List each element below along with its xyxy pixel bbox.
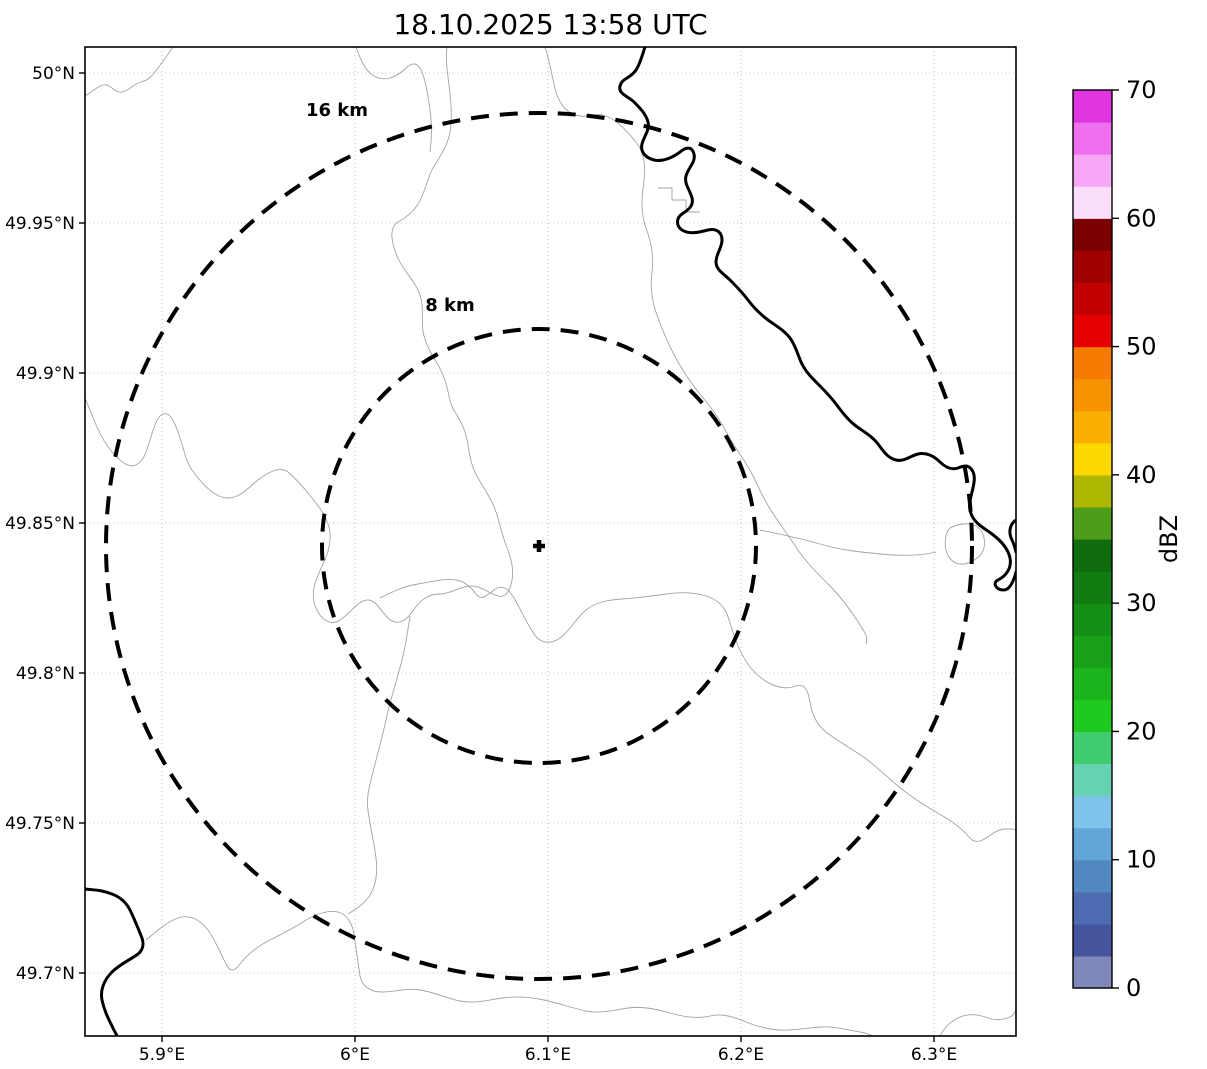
- country-border-line: [85, 887, 145, 1036]
- colorbar-segment: [1073, 635, 1112, 668]
- colorbar-segment: [1073, 603, 1112, 636]
- colorbar-tick-label: 40: [1126, 461, 1157, 489]
- admin-boundary-line: [944, 523, 985, 565]
- admin-boundary-line: [85, 47, 174, 97]
- lon-tick-label: 5.9°E: [139, 1045, 185, 1065]
- gridlines: [85, 47, 1016, 1036]
- range-rings: 16 km 8 km: [104, 100, 974, 981]
- colorbar-tick-label: 70: [1126, 76, 1157, 104]
- admin-boundary-line: [544, 47, 868, 645]
- admin-boundaries: [85, 47, 1016, 1036]
- admin-boundary-line: [658, 187, 700, 213]
- radar-site-marker: [533, 540, 545, 552]
- admin-boundary-line: [379, 579, 1016, 842]
- colorbar-segment: [1073, 410, 1112, 444]
- admin-boundary-line: [85, 47, 514, 623]
- lon-tick-label: 6.3°E: [911, 1045, 957, 1065]
- colorbar-segment: [1073, 90, 1112, 123]
- lat-tick-label: 49.9°N: [16, 364, 75, 384]
- colorbar-segment: [1073, 763, 1112, 797]
- colorbar-tick-label: 10: [1126, 846, 1157, 874]
- colorbar-frame: [1072, 89, 1113, 989]
- country-border-line: [1008, 518, 1016, 554]
- colorbar-segment: [1073, 539, 1112, 572]
- colorbar-segment: [1073, 218, 1112, 251]
- colorbar-segment: [1073, 955, 1112, 989]
- country-border-rivers: [85, 47, 1016, 1036]
- colorbar-segment: [1073, 667, 1112, 700]
- colorbar-segment: [1073, 122, 1112, 155]
- colorbar-segment: [1073, 346, 1112, 380]
- axis-tick-labels: 5.9°E 6°E 6.1°E 6.2°E 6.3°E 50°N 49.95°N 49.9°N…: [5, 64, 957, 1065]
- colorbar-segment: [1073, 378, 1112, 412]
- lat-tick-label: 49.85°N: [5, 514, 75, 534]
- lat-tick-label: 49.8°N: [16, 664, 75, 684]
- map-frame: [84, 46, 1017, 1037]
- lat-tick-label: 49.95°N: [5, 214, 75, 234]
- country-border-line: [618, 47, 1016, 592]
- colorbar-segment: [1073, 282, 1112, 316]
- lon-tick-label: 6°E: [340, 1045, 370, 1065]
- colorbar-segment: [1073, 186, 1112, 219]
- colorbar-segment: [1073, 731, 1112, 765]
- colorbar-tick-label: 0: [1126, 974, 1141, 1002]
- lat-tick-label: 50°N: [32, 64, 75, 84]
- lon-tick-label: 6.1°E: [525, 1045, 571, 1065]
- plot-title: 18.10.2025 13:58 UTC: [393, 8, 708, 41]
- colorbar-segment: [1073, 506, 1112, 540]
- colorbar-segment: [1073, 859, 1112, 893]
- colorbar-segment: [1073, 795, 1112, 829]
- admin-boundary-line: [355, 47, 432, 153]
- colorbar-segment: [1073, 571, 1112, 604]
- colorbar-tick-label: 30: [1126, 589, 1157, 617]
- colorbar-segment: [1073, 827, 1112, 861]
- admin-boundary-line: [145, 911, 873, 1036]
- admin-boundary-line: [347, 615, 411, 915]
- colorbar-segment: [1073, 442, 1112, 476]
- colorbar-segment: [1073, 154, 1112, 187]
- colorbar-unit-label: dBZ: [1155, 515, 1183, 563]
- colorbar-segment: [1073, 699, 1112, 733]
- colorbar-segment: [1073, 923, 1112, 957]
- colorbar-tick-label: 50: [1126, 333, 1157, 361]
- range-ring-label: 8 km: [425, 295, 475, 316]
- admin-boundary-line: [939, 1009, 1016, 1036]
- colorbar: 0 10 20 30 40 50 60 70 dBZ: [1072, 76, 1183, 1002]
- admin-boundary-line: [759, 529, 937, 556]
- lat-tick-label: 49.75°N: [5, 814, 75, 834]
- colorbar-segment: [1073, 474, 1112, 508]
- colorbar-segment: [1073, 314, 1112, 348]
- range-ring: [320, 327, 758, 765]
- range-ring: [104, 111, 974, 981]
- map-frame-rect: [84, 46, 1017, 1037]
- colorbar-tick-label: 20: [1126, 717, 1157, 745]
- colorbar-segment: [1073, 891, 1112, 925]
- colorbar-segment: [1073, 250, 1112, 284]
- lon-tick-label: 6.2°E: [718, 1045, 764, 1065]
- colorbar-tick-label: 60: [1126, 204, 1157, 232]
- lat-tick-label: 49.7°N: [16, 964, 75, 984]
- range-ring-label: 16 km: [306, 100, 368, 121]
